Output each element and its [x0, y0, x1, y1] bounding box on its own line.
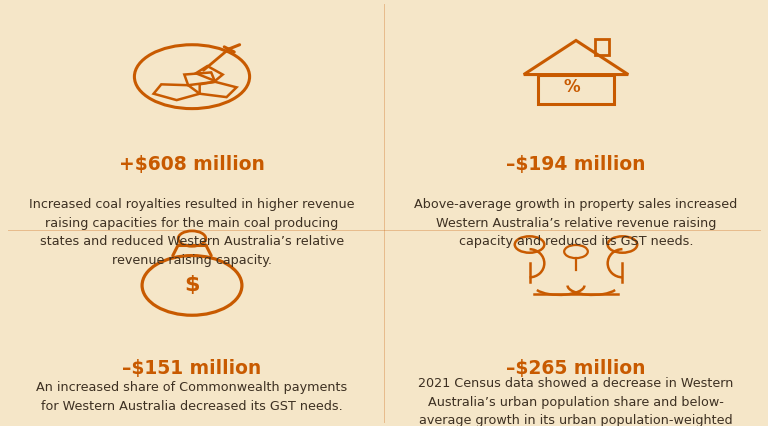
Text: –$265 million: –$265 million: [506, 359, 646, 378]
Text: Increased coal royalties resulted in higher revenue
raising capacities for the m: Increased coal royalties resulted in hig…: [29, 198, 355, 267]
Text: $: $: [184, 276, 200, 295]
Text: 2021 Census data showed a decrease in Western
Australia’s urban population share: 2021 Census data showed a decrease in We…: [419, 377, 733, 426]
Text: –$194 million: –$194 million: [506, 155, 646, 173]
Text: +$608 million: +$608 million: [119, 155, 265, 173]
Text: %: %: [564, 78, 581, 96]
Text: Above-average growth in property sales increased
Western Australia’s relative re: Above-average growth in property sales i…: [415, 198, 737, 248]
Text: An increased share of Commonwealth payments
for Western Australia decreased its : An increased share of Commonwealth payme…: [36, 381, 348, 413]
Text: –$151 million: –$151 million: [122, 359, 262, 378]
